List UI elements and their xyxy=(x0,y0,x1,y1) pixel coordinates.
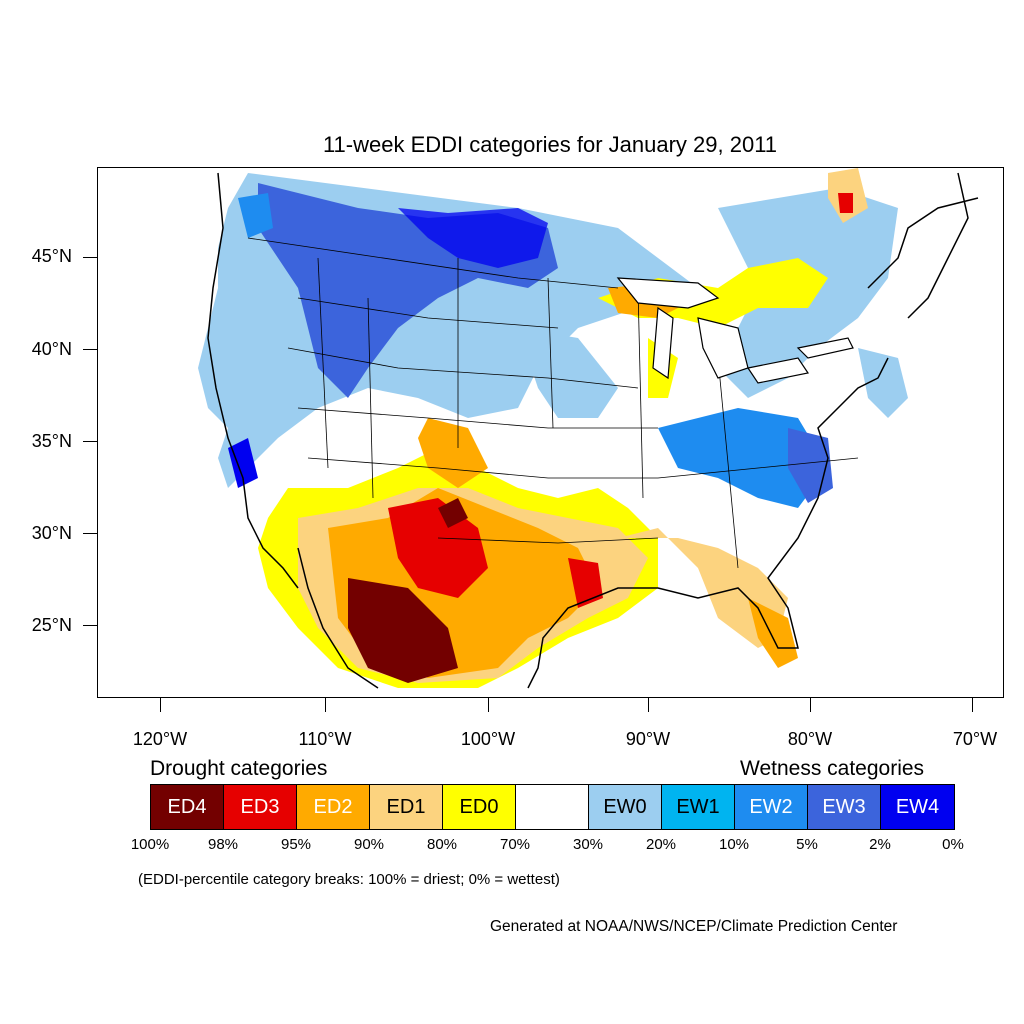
lat-tick xyxy=(83,533,97,534)
lon-label: 70°W xyxy=(952,729,998,749)
legend-cell: EW3 xyxy=(808,785,881,829)
percentile-label: 98% xyxy=(207,836,239,853)
legend-cell: ED2 xyxy=(297,785,370,829)
lon-tick xyxy=(325,698,326,712)
lat-label: 40°N xyxy=(31,339,72,359)
lon-tick xyxy=(972,698,973,712)
state-borders xyxy=(247,237,859,569)
lon-label: 120°W xyxy=(132,729,188,749)
lat-tick xyxy=(83,349,97,350)
lat-label: 30°N xyxy=(31,523,72,543)
eddi-map xyxy=(97,167,1004,698)
percentile-label: 5% xyxy=(796,836,818,853)
great-lakes xyxy=(616,277,854,384)
lon-tick xyxy=(810,698,811,712)
percentile-label: 2% xyxy=(869,836,891,853)
percentile-label: 10% xyxy=(718,836,750,853)
lat-tick xyxy=(83,441,97,442)
legend-cell: ED1 xyxy=(370,785,443,829)
drought-regions xyxy=(258,168,868,688)
legend-cell: EW0 xyxy=(589,785,662,829)
coastlines xyxy=(207,172,979,689)
lon-tick xyxy=(160,698,161,712)
percentile-label: 0% xyxy=(942,836,964,853)
lat-label: 45°N xyxy=(31,246,72,266)
lon-label: 100°W xyxy=(460,729,516,749)
lat-label: 25°N xyxy=(31,615,72,635)
lon-tick xyxy=(648,698,649,712)
credit-text: Generated at NOAA/NWS/NCEP/Climate Predi… xyxy=(490,918,898,935)
map-title: 11-week EDDI categories for January 29, … xyxy=(322,132,778,157)
wetness-regions xyxy=(198,173,908,508)
percentile-label: 95% xyxy=(280,836,312,853)
legend-cell: EW2 xyxy=(735,785,808,829)
percentile-label: 30% xyxy=(572,836,604,853)
legend-cell: ED0 xyxy=(443,785,516,829)
lon-tick xyxy=(488,698,489,712)
legend-cell: EW1 xyxy=(662,785,735,829)
category-legend: ED4 ED3 ED2 ED1 ED0 EW0 EW1 EW2 EW3 EW4 xyxy=(150,784,955,830)
legend-cell: EW4 xyxy=(881,785,954,829)
lon-label: 110°W xyxy=(298,729,352,749)
wetness-heading: Wetness categories xyxy=(740,757,925,780)
lat-label: 35°N xyxy=(31,431,72,451)
percentile-label: 100% xyxy=(130,836,170,853)
lat-tick xyxy=(83,625,97,626)
percentile-label: 20% xyxy=(645,836,677,853)
category-note: (EDDI-percentile category breaks: 100% =… xyxy=(138,871,560,888)
lon-label: 90°W xyxy=(625,729,671,749)
percentile-label: 90% xyxy=(353,836,385,853)
drought-heading: Drought categories xyxy=(150,757,328,780)
legend-cell: ED4 xyxy=(151,785,224,829)
percentile-label: 70% xyxy=(499,836,531,853)
lon-label: 80°W xyxy=(787,729,833,749)
lat-tick xyxy=(83,257,97,258)
map-canvas xyxy=(198,168,979,689)
legend-cell: ED3 xyxy=(224,785,297,829)
percentile-label: 80% xyxy=(426,836,458,853)
legend-cell xyxy=(516,785,589,829)
